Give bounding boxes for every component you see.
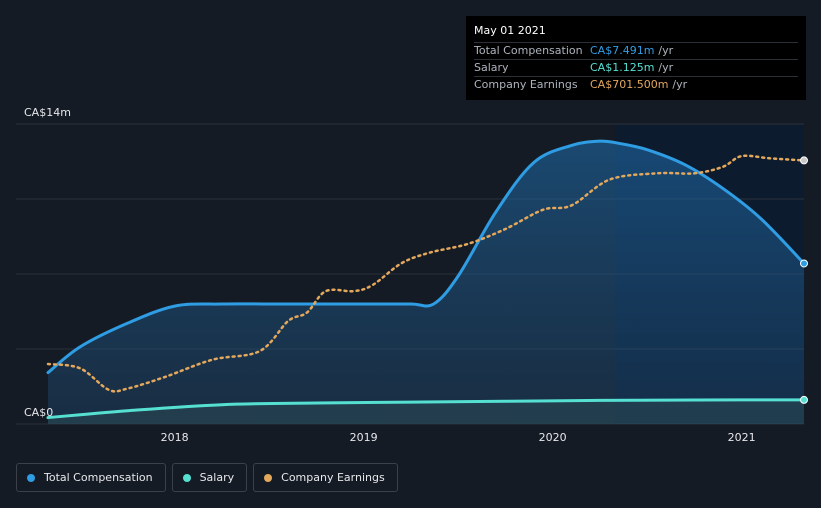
hover-tooltip: May 01 2021 Total Compensation CA$7.491m… <box>466 16 806 100</box>
legend-item-company-earnings[interactable]: Company Earnings <box>253 463 398 492</box>
salary-end-point[interactable] <box>800 395 808 404</box>
legend-label: Total Compensation <box>44 471 153 484</box>
tooltip-unit: /yr <box>672 78 688 91</box>
total-compensation-end-point[interactable] <box>800 259 808 268</box>
tooltip-label: Company Earnings <box>474 78 578 91</box>
tooltip-value: CA$7.491m <box>590 44 655 57</box>
tooltip-unit: /yr <box>658 44 674 57</box>
total-compensation-line <box>46 139 806 375</box>
y-tick-label-max: CA$14m <box>24 106 71 119</box>
tooltip-row-salary: Salary CA$1.125m /yr <box>474 59 798 76</box>
salary-line <box>46 398 806 420</box>
tooltip-row-total-compensation: Total Compensation CA$7.491m /yr <box>474 42 798 59</box>
tooltip-row-company-earnings: Company Earnings CA$701.500m /yr <box>474 76 798 93</box>
legend-dot-icon <box>27 473 35 482</box>
tooltip-date: May 01 2021 <box>474 24 546 37</box>
y-tick-label-zero: CA$0 <box>24 406 53 419</box>
x-tick-label: 2021 <box>728 431 756 444</box>
tooltip-label: Total Compensation <box>474 44 583 57</box>
legend-label: Salary <box>199 471 235 484</box>
legend-dot-icon <box>182 473 191 482</box>
legend-item-salary[interactable]: Salary <box>171 463 248 492</box>
chart-legend: Total Compensation Salary Company Earnin… <box>16 463 398 492</box>
tooltip-value: CA$1.125m <box>590 61 655 74</box>
tooltip-unit: /yr <box>658 61 674 74</box>
salary-area <box>48 399 804 424</box>
company-earnings-line <box>46 154 806 393</box>
x-tick-label: 2018 <box>161 431 189 444</box>
legend-dot-icon <box>264 473 273 482</box>
total-compensation-area <box>48 141 804 424</box>
tooltip-label: Salary <box>474 61 509 74</box>
legend-label: Company Earnings <box>281 471 385 484</box>
x-tick-label: 2019 <box>350 431 378 444</box>
tooltip-value: CA$701.500m <box>590 78 669 91</box>
x-tick-label: 2020 <box>539 431 567 444</box>
legend-item-total-compensation[interactable]: Total Compensation <box>16 463 166 492</box>
company-earnings-end-point[interactable] <box>800 156 808 165</box>
